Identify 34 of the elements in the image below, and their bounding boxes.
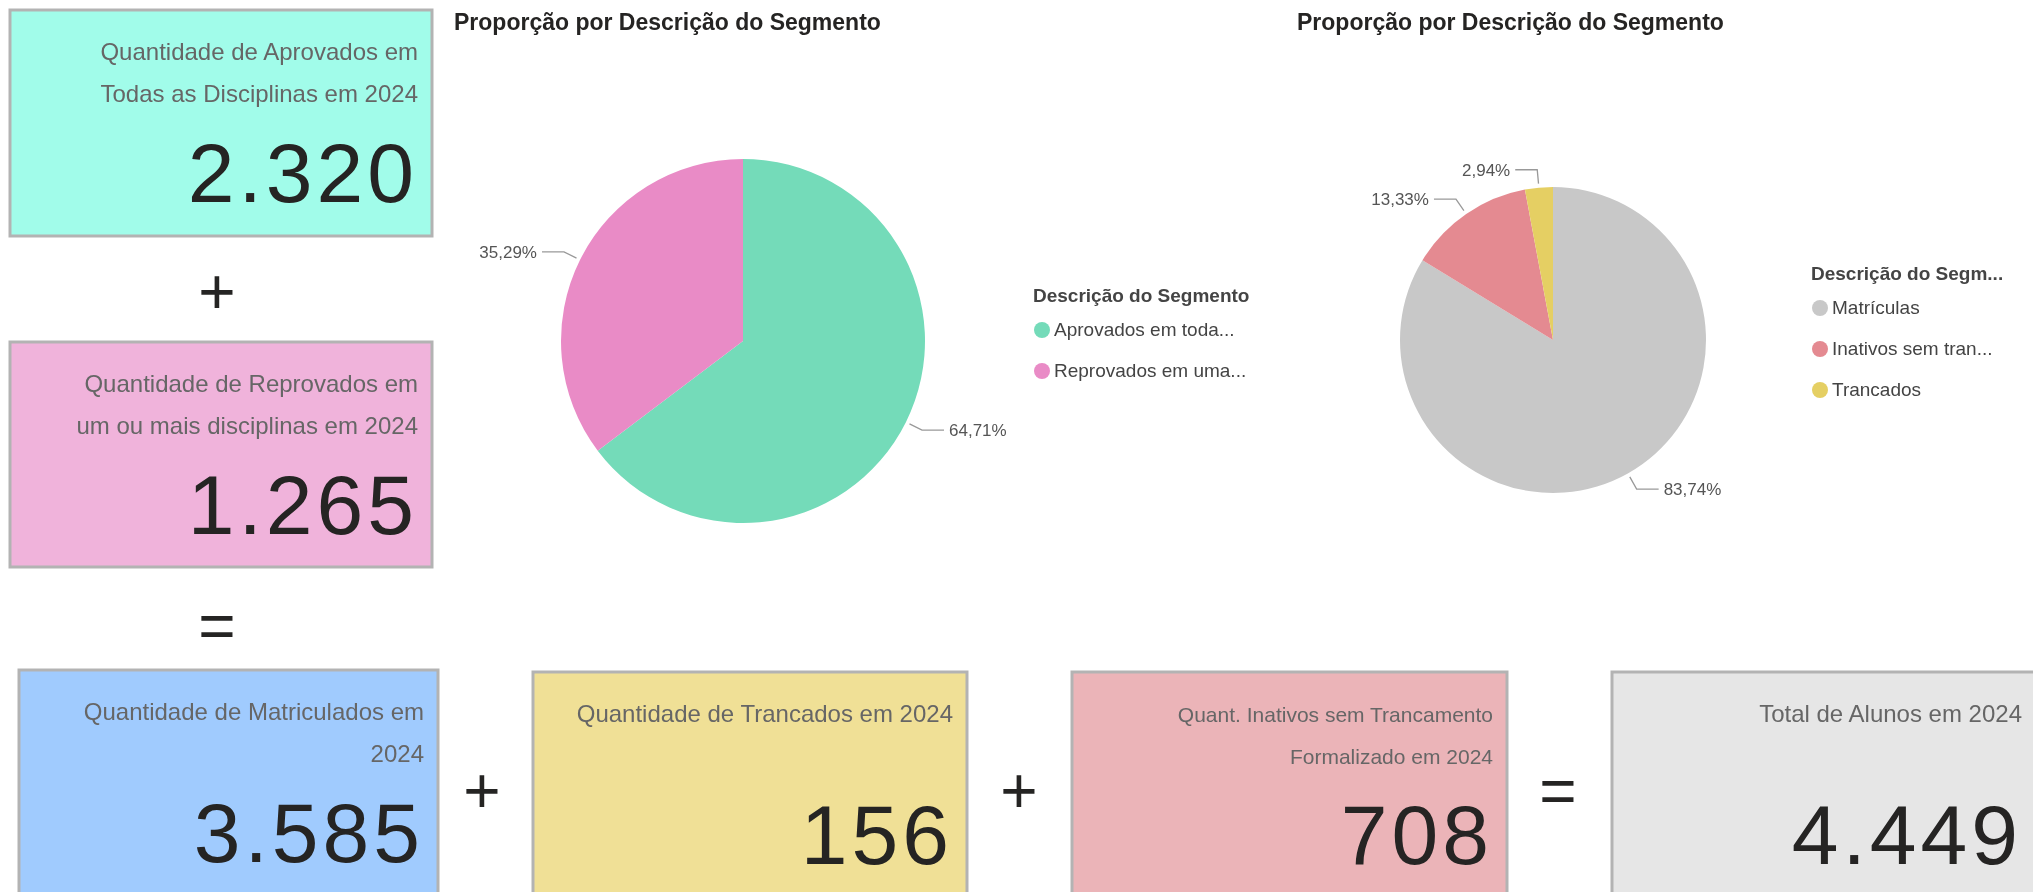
- data-label: 2,94%: [1462, 160, 1511, 180]
- category-label: Quantidade de Aprovados em Todas as Disciplinas em 2024: [100, 38, 418, 107]
- text: 3.585: [193, 786, 424, 880]
- pie-slice: [1524, 187, 1553, 340]
- legend-label: Inativos sem tran...: [1832, 338, 1993, 359]
- pie-slice: [561, 159, 743, 451]
- text: 2.320: [187, 126, 418, 220]
- data-label: 83,74%: [1663, 480, 1722, 500]
- chart-title: Proporção por Descrição do Segmento: [1297, 9, 1724, 35]
- text: 156: [800, 788, 953, 882]
- category-label: Quantidade de Matriculados em 2024: [83, 698, 424, 767]
- text: +: [198, 256, 236, 328]
- text: 708: [1340, 788, 1493, 882]
- legend-title: Descrição do Segmento: [1033, 285, 1250, 306]
- legend-label: Matrículas: [1832, 297, 1920, 318]
- data-label: 13,33%: [1371, 190, 1429, 210]
- legend-label: Trancados: [1832, 379, 1922, 400]
- legend-label: Aprovados em toda...: [1054, 319, 1235, 340]
- text: +: [463, 755, 501, 827]
- legend-label: Reprovados em uma...: [1054, 360, 1247, 381]
- category-label: Quantidade de Trancados em 2024: [576, 700, 953, 727]
- text: 4.449: [1791, 788, 2022, 882]
- text: =: [1539, 755, 1577, 827]
- text: 1.265: [187, 458, 418, 552]
- category-label: Total de Alunos em 2024: [1759, 700, 2022, 727]
- category-label: Quant. Inativos sem Trancamento Formalizado em 2024: [1177, 703, 1494, 768]
- legend-title: Descrição do Segm...: [1811, 263, 2004, 284]
- data-label: 64,71%: [949, 421, 1007, 441]
- chart-title: Proporção por Descrição do Segmento: [454, 9, 881, 35]
- data-label: 35,29%: [479, 242, 537, 262]
- text: =: [198, 590, 236, 662]
- pie-slice: [597, 159, 925, 523]
- category-label: Quantidade de Reprovados em um ou mais disciplinas em 2024: [76, 370, 418, 439]
- text: +: [1000, 755, 1038, 827]
